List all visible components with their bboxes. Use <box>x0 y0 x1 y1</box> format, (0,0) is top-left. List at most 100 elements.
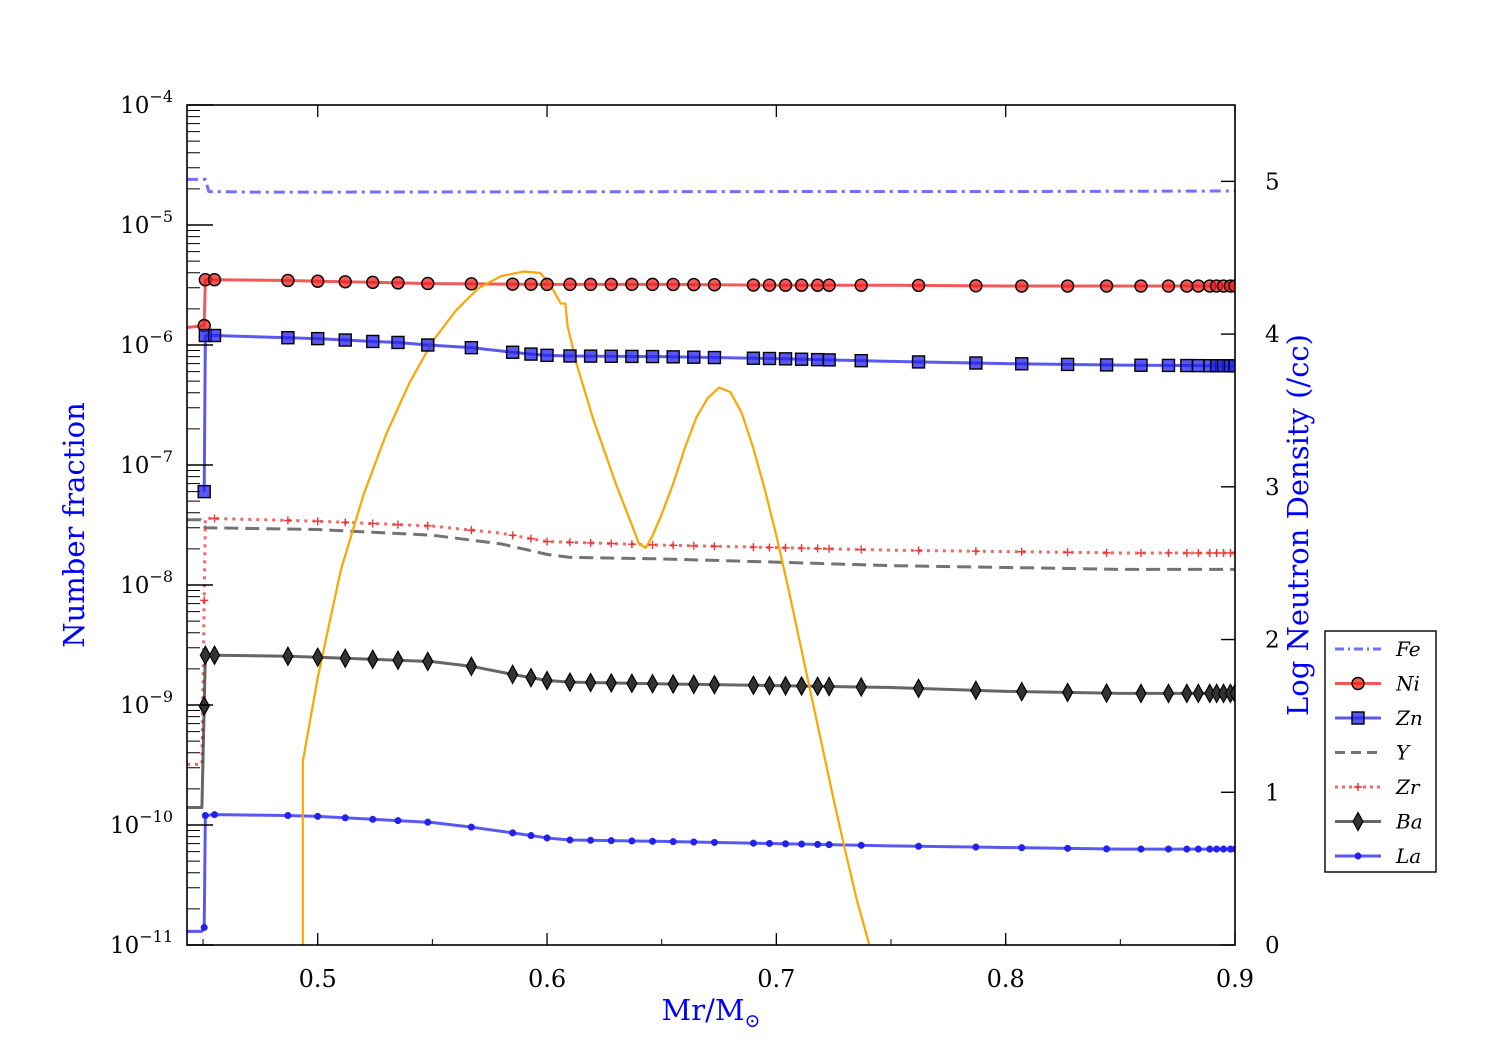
data-point-zn-35 <box>1180 358 1194 373</box>
data-point-ba-19 <box>688 674 700 695</box>
y-right-tick-label-1: 1 <box>1265 780 1280 806</box>
data-point-ba-3 <box>282 645 294 667</box>
data-point-la-37 <box>1206 845 1214 853</box>
data-point-zr-34 <box>1182 548 1191 557</box>
data-point-zr-16 <box>648 540 657 549</box>
data-point-zn-8 <box>421 338 435 352</box>
data-point-zn-32 <box>1099 358 1114 372</box>
data-point-la-23 <box>781 840 790 848</box>
data-point-zr-5 <box>368 519 377 528</box>
data-point-ni-30 <box>1015 279 1029 293</box>
data-point-la-4 <box>314 812 322 820</box>
data-point-ni-34 <box>1161 279 1176 293</box>
data-point-la-28 <box>914 842 923 850</box>
data-point-zn-41 <box>1228 359 1235 373</box>
data-point-ba-30 <box>1016 681 1028 702</box>
data-point-ni-21 <box>746 278 761 292</box>
data-point-zr-20 <box>749 543 758 552</box>
data-point-zn-25 <box>810 352 825 367</box>
data-point-ba-17 <box>646 673 659 694</box>
data-point-ni-23 <box>778 278 793 292</box>
data-point-la-32 <box>1103 845 1111 853</box>
y-left-tick-label-2: 10−6 <box>120 327 173 359</box>
data-point-la-21 <box>749 839 757 847</box>
data-point-zr-3 <box>313 517 322 526</box>
data-point-ni-20 <box>707 278 722 292</box>
x-tick-label-1: 0.6 <box>528 965 566 993</box>
y-left-axis-label: Number fraction <box>57 402 91 648</box>
y-left-tick-exponent: −9 <box>149 687 173 706</box>
data-point-ni-16 <box>625 277 639 292</box>
data-point-ni-36 <box>1191 279 1206 293</box>
data-point-ba-34 <box>1162 683 1175 704</box>
data-point-ba-1 <box>199 644 212 666</box>
y-left-tick-exponent: −7 <box>149 447 173 466</box>
data-point-la-39 <box>1219 845 1228 853</box>
data-point-ni-41 <box>1228 279 1235 293</box>
series-line-fe <box>187 177 1235 194</box>
data-point-la-8 <box>424 818 432 826</box>
data-point-zn-2 <box>207 328 222 343</box>
data-point-ba-25 <box>811 676 824 697</box>
data-point-la-12 <box>543 834 551 842</box>
data-point-ni-17 <box>645 277 660 292</box>
legend-label-zr: Zr <box>1395 775 1421 799</box>
data-point-la-5 <box>341 814 349 822</box>
data-point-ba-2 <box>208 644 221 666</box>
data-point-la-16 <box>628 837 636 845</box>
data-point-la-27 <box>857 841 865 849</box>
data-point-zn-7 <box>391 335 405 350</box>
data-point-ni-5 <box>338 275 352 289</box>
y-left-tick-base: 10 <box>110 813 139 839</box>
y-left-tick-exponent: −6 <box>149 327 173 346</box>
data-point-ba-29 <box>970 680 982 701</box>
data-point-zn-28 <box>911 355 926 369</box>
data-point-ba-6 <box>367 649 379 670</box>
data-point-zn-11 <box>524 347 538 361</box>
data-point-la-18 <box>669 838 677 846</box>
data-point-zn-31 <box>1060 357 1075 372</box>
data-point-zr-18 <box>689 541 698 550</box>
data-point-la-25 <box>814 840 822 848</box>
y-left-tick-exponent: −5 <box>149 207 173 226</box>
data-point-ni-3 <box>281 273 295 288</box>
data-point-la-20 <box>710 838 718 846</box>
data-point-ni-10 <box>505 277 520 291</box>
data-point-zr-0 <box>200 596 209 605</box>
y-right-tick-label-0: 0 <box>1265 933 1280 959</box>
data-point-la-6 <box>369 815 377 823</box>
data-point-zn-33 <box>1134 358 1148 372</box>
data-point-zn-26 <box>822 353 836 367</box>
data-point-ba-8 <box>422 651 434 672</box>
data-point-ba-31 <box>1061 682 1074 703</box>
y-left-tick-label-0: 10−4 <box>120 87 173 119</box>
series-line-zr <box>187 516 1235 766</box>
y-left-tick-base: 10 <box>120 693 149 719</box>
data-point-zr-13 <box>586 538 595 547</box>
data-point-la-36 <box>1194 845 1202 853</box>
data-point-la-34 <box>1164 845 1173 853</box>
y-right-tick-label-4: 4 <box>1265 322 1280 348</box>
y-left-tick-base: 10 <box>120 213 149 239</box>
data-point-zn-10 <box>505 345 520 359</box>
data-point-zn-20 <box>707 350 722 365</box>
data-point-la-0 <box>200 923 208 932</box>
x-tick-label-0: 0.5 <box>299 965 337 993</box>
data-point-la-24 <box>798 840 806 848</box>
legend-marker-ni <box>1351 676 1365 691</box>
legend-label-fe: Fe <box>1395 637 1421 661</box>
data-point-ba-13 <box>564 671 576 693</box>
data-point-ba-32 <box>1100 682 1113 704</box>
data-point-zr-10 <box>526 534 535 543</box>
data-point-ba-41 <box>1229 683 1235 704</box>
data-point-zn-27 <box>854 353 868 368</box>
data-point-zn-19 <box>687 350 701 364</box>
data-point-zr-1 <box>210 514 219 523</box>
data-point-zr-24 <box>813 544 822 553</box>
data-point-ba-22 <box>763 675 776 696</box>
y-left-tick-label-1: 10−5 <box>120 207 173 239</box>
y-left-tick-base: 10 <box>120 333 149 359</box>
legend-marker-zn <box>1351 711 1365 725</box>
data-point-zr-21 <box>765 543 774 552</box>
data-point-la-38 <box>1213 845 1221 853</box>
